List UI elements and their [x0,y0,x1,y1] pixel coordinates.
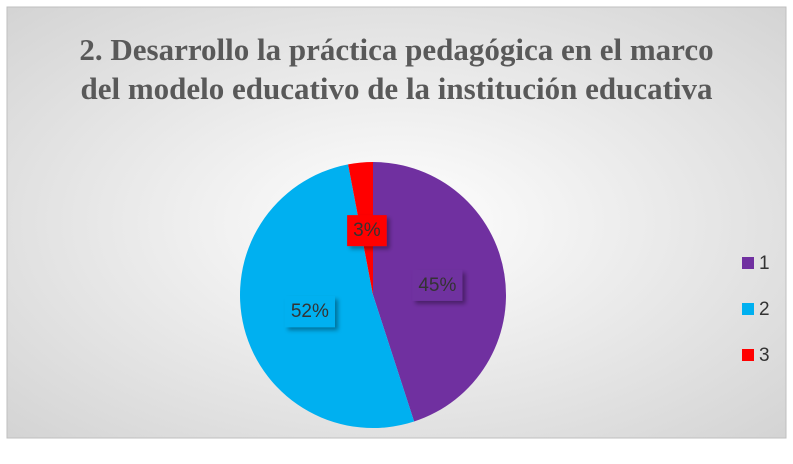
data-label-box [347,215,387,247]
legend-label: 2 [759,299,770,320]
data-label-box [412,269,463,301]
data-label-box [284,296,335,328]
chart-title: 2. Desarrollo la práctica pedagógica en … [79,32,714,106]
data-label: 45% [418,275,456,296]
pie-slice [240,164,415,428]
legend-label: 3 [759,345,770,366]
legend-swatch [742,303,754,315]
legend-swatch [742,257,754,269]
legend-swatch [742,349,754,361]
data-label: 52% [291,301,329,322]
legend-label: 1 [759,253,770,274]
data-label: 3% [353,220,381,241]
